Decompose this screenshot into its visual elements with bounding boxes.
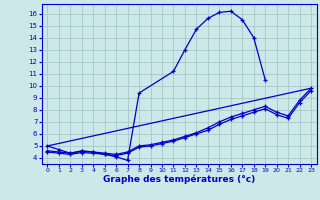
X-axis label: Graphe des températures (°c): Graphe des températures (°c) — [103, 175, 255, 184]
